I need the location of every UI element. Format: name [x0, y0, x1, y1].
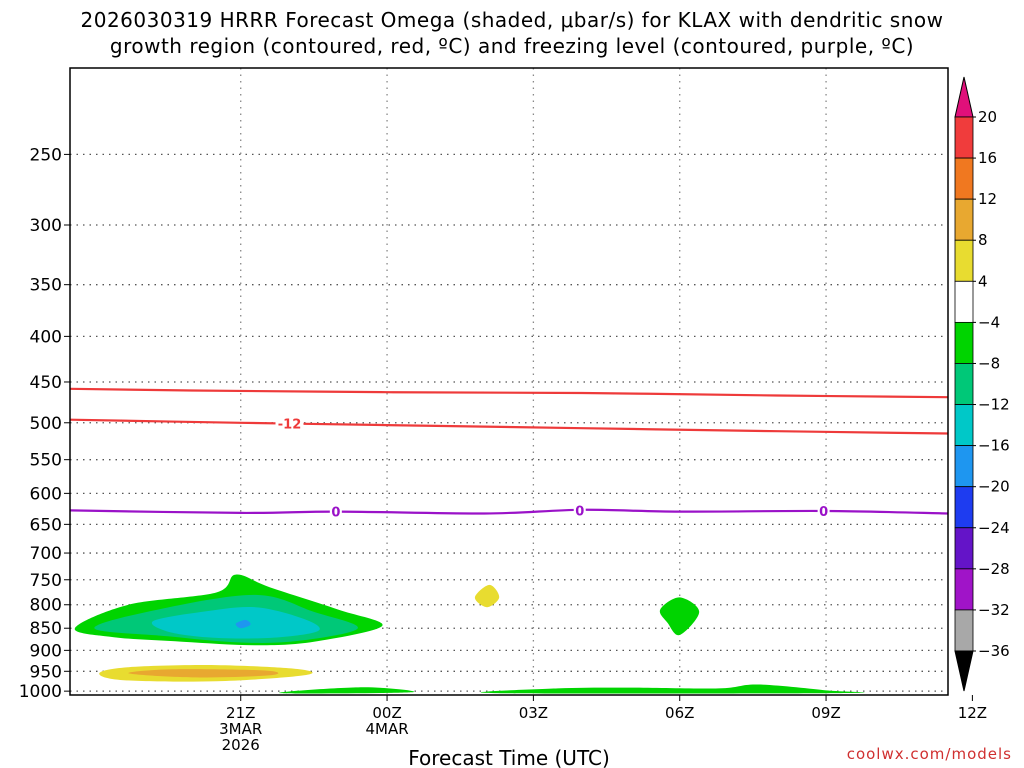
- colorbar-label-5: −4: [978, 313, 1000, 331]
- colorbar-label-4: 4: [978, 272, 988, 290]
- y-tick-label-500: 500: [30, 414, 62, 434]
- y-tick-label-800: 800: [30, 596, 62, 616]
- colorbar-label-13: −36: [978, 642, 1010, 660]
- y-tick-label-350: 350: [30, 276, 62, 296]
- contour-line-0: [69, 387, 949, 399]
- contour-label-1: 0: [331, 506, 340, 521]
- pressure-axis: 2503003504004505005506006507007508008509…: [19, 145, 70, 702]
- contour-label-bg-0: [275, 416, 304, 431]
- x-tick-label-0-2: 2026: [222, 736, 260, 754]
- colorbar-label-12: −32: [978, 601, 1010, 619]
- colorbar-label-1: 16: [978, 149, 997, 167]
- colorbar-label-2: 12: [978, 190, 997, 208]
- contour-labels: -12 0 0 0: [275, 416, 830, 521]
- x-tick-label-5-0: 12Z: [958, 704, 987, 722]
- x-axis-label: Forecast Time (UTC): [408, 746, 610, 768]
- colorbar-swatch-7: [954, 404, 974, 447]
- omega-region-8: [279, 687, 415, 694]
- colorbar: 20 16 12 8 4 −4 −8 −12 −16 −20 −24 −28 −32 −36: [954, 76, 1010, 692]
- contour-label-0: -12: [278, 418, 302, 433]
- colorbar-swatch-9: [954, 486, 974, 529]
- contour-line-1: [69, 418, 949, 435]
- plot-background: [70, 68, 948, 695]
- colorbar-label-11: −28: [978, 560, 1010, 578]
- x-tick-label-2-0: 03Z: [519, 704, 548, 722]
- contour-label-2: 0: [575, 504, 584, 519]
- colorbar-swatch-1: [954, 157, 974, 200]
- colorbar-swatch-10: [954, 527, 974, 570]
- contour-label-bg-2: [573, 503, 586, 518]
- colorbar-swatch-8: [954, 445, 974, 488]
- colorbar-label-6: −8: [978, 354, 1000, 372]
- colorbar-swatch-11: [954, 568, 974, 611]
- y-tick-label-650: 650: [30, 515, 62, 535]
- x-tick-label-0-1: 3MAR: [219, 720, 262, 738]
- omega-region-2: [151, 606, 320, 639]
- omega-region-3: [235, 619, 251, 629]
- omega-region-5: [128, 669, 279, 678]
- colorbar-bottom-arrow: [954, 650, 974, 692]
- y-tick-label-400: 400: [30, 327, 62, 347]
- colorbar-swatch-12: [954, 609, 974, 652]
- contour-line-2: [69, 508, 949, 515]
- x-tick-label-3-0: 06Z: [665, 704, 694, 722]
- colorbar-label-3: 8: [978, 231, 988, 249]
- credit-link[interactable]: coolwx.com/models: [846, 745, 1012, 763]
- y-tick-label-900: 900: [30, 641, 62, 661]
- y-tick-label-750: 750: [30, 571, 62, 591]
- colorbar-swatch-3: [954, 239, 974, 282]
- colorbar-label-8: −16: [978, 437, 1010, 455]
- chart-title-line-2: growth region (contoured, red, ºC) and f…: [109, 34, 915, 58]
- y-tick-label-1000: 1000: [19, 682, 62, 702]
- omega-region-6: [474, 584, 500, 608]
- x-tick-label-1-0: 00Z: [372, 704, 401, 722]
- omega-region-9: [480, 684, 865, 694]
- colorbar-label-7: −12: [978, 396, 1010, 414]
- y-tick-label-700: 700: [30, 544, 62, 564]
- x-tick-label-1-1: 4MAR: [365, 720, 408, 738]
- colorbar-label-0: 20: [978, 108, 997, 126]
- x-tick-label-4-0: 09Z: [811, 704, 840, 722]
- contour-label-bg-1: [329, 504, 342, 519]
- chart-title-line-1: 2026030319 HRRR Forecast Omega (shaded, …: [80, 8, 944, 32]
- colorbar-top-arrow: [954, 76, 974, 118]
- y-tick-label-950: 950: [30, 662, 62, 682]
- contour-label-3: 0: [819, 505, 828, 520]
- colorbar-label-10: −24: [978, 519, 1010, 537]
- omega-shading: [74, 574, 865, 694]
- y-tick-label-550: 550: [30, 451, 62, 471]
- colorbar-swatch-0: [954, 116, 974, 159]
- colorbar-label-9: −20: [978, 478, 1010, 496]
- y-tick-label-300: 300: [30, 216, 62, 236]
- contour-label-bg-3: [817, 504, 830, 519]
- colorbar-swatch-4: [954, 280, 974, 323]
- temperature-contours: [69, 387, 949, 515]
- omega-region-7: [659, 597, 700, 636]
- grid-lines: [70, 68, 948, 695]
- y-tick-label-600: 600: [30, 484, 62, 504]
- x-tick-label-0-0: 21Z: [226, 704, 255, 722]
- colorbar-swatch-5: [954, 321, 974, 364]
- colorbar-swatch-6: [954, 363, 974, 405]
- y-tick-label-850: 850: [30, 619, 62, 639]
- y-tick-label-450: 450: [30, 373, 62, 393]
- colorbar-swatch-2: [954, 198, 974, 241]
- y-tick-label-250: 250: [30, 145, 62, 165]
- plot-area: [70, 68, 948, 695]
